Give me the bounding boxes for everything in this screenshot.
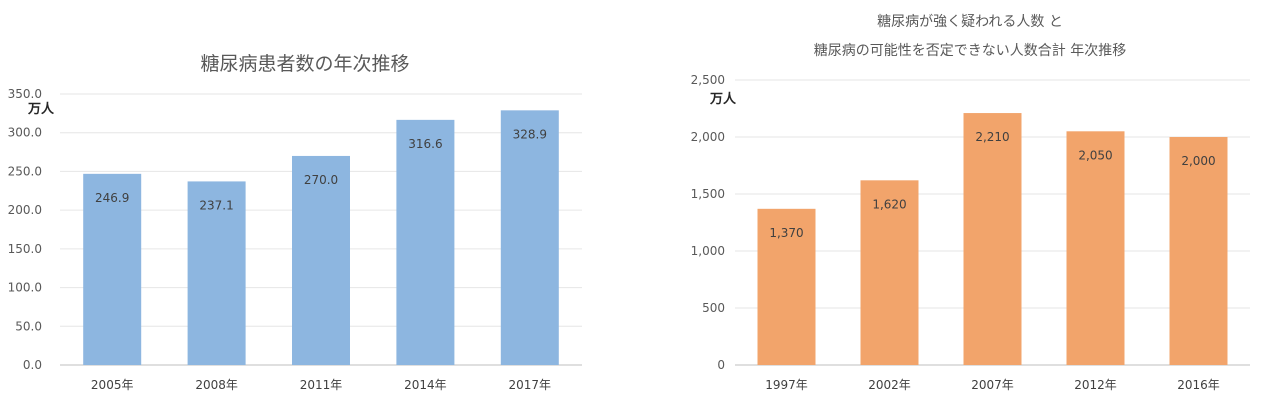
bar [1169, 137, 1228, 365]
y-tick-label: 350.0 [8, 87, 42, 101]
x-category-label: 2008年 [195, 378, 238, 392]
bar [500, 110, 559, 365]
y-tick-label: 1,500 [691, 187, 725, 201]
data-label: 328.9 [513, 127, 547, 141]
data-label: 1,370 [769, 226, 803, 240]
right-chart-panel: 糖尿病が強く疑われる人数 と糖尿病の可能性を否定できない人数合計 年次推移 0 50… [640, 0, 1263, 403]
x-category-label: 2017年 [509, 378, 552, 392]
y-tick-label: 100.0 [8, 281, 42, 295]
bar [187, 181, 246, 365]
diabetes-patients-chart: 糖尿病患者数の年次推移 0.0 50.0 100.0 150.0 200.0 250.0 30… [8, 53, 582, 392]
data-label: 237.1 [199, 198, 233, 212]
data-label: 246.9 [95, 191, 129, 205]
y-tick-label: 300.0 [8, 126, 42, 140]
y-tick-label: 1,000 [691, 244, 725, 258]
bar [396, 119, 455, 365]
y-tick-label: 250.0 [8, 164, 42, 178]
y-unit-label: 万人 [27, 101, 55, 117]
y-tick-label: 2,500 [691, 73, 725, 87]
y-tick-label: 500 [702, 301, 725, 315]
bar [757, 208, 816, 365]
data-label: 2,210 [975, 130, 1009, 144]
x-category-label: 2012年 [1074, 378, 1117, 392]
left-chart-panel: 糖尿病患者数の年次推移 0.0 50.0 100.0 150.0 200.0 250.0 30… [0, 0, 610, 403]
y-tick-label: 2,000 [691, 130, 725, 144]
x-category-label: 2011年 [300, 378, 343, 392]
bar [292, 155, 350, 365]
x-category-label: 2005年 [91, 378, 134, 392]
x-category-label: 2002年 [868, 378, 911, 392]
data-label: 316.6 [408, 137, 442, 151]
data-label: 2,050 [1078, 148, 1112, 162]
bar [963, 113, 1022, 365]
y-tick-label: 0 [717, 358, 725, 372]
x-category-label: 2007年 [971, 378, 1014, 392]
y-tick-label: 200.0 [8, 203, 42, 217]
x-category-label: 2014年 [404, 378, 447, 392]
chart-title: 糖尿病が強く疑われる人数 と [877, 14, 1063, 30]
bar [860, 180, 919, 365]
chart-title: 糖尿病患者数の年次推移 [200, 53, 409, 75]
y-tick-label: 50.0 [15, 319, 42, 333]
y-tick-label: 150.0 [8, 242, 42, 256]
y-tick-label: 0.0 [23, 358, 42, 372]
data-label: 2,000 [1181, 154, 1215, 168]
x-category-label: 2016年 [1177, 378, 1220, 392]
bar [1066, 131, 1125, 365]
bar [83, 173, 142, 365]
chart-title: 糖尿病の可能性を否定できない人数合計 年次推移 [814, 43, 1126, 59]
y-unit-label: 万人 [709, 91, 737, 107]
data-label: 270.0 [304, 173, 338, 187]
data-label: 1,620 [872, 197, 906, 211]
x-category-label: 1997年 [765, 378, 808, 392]
